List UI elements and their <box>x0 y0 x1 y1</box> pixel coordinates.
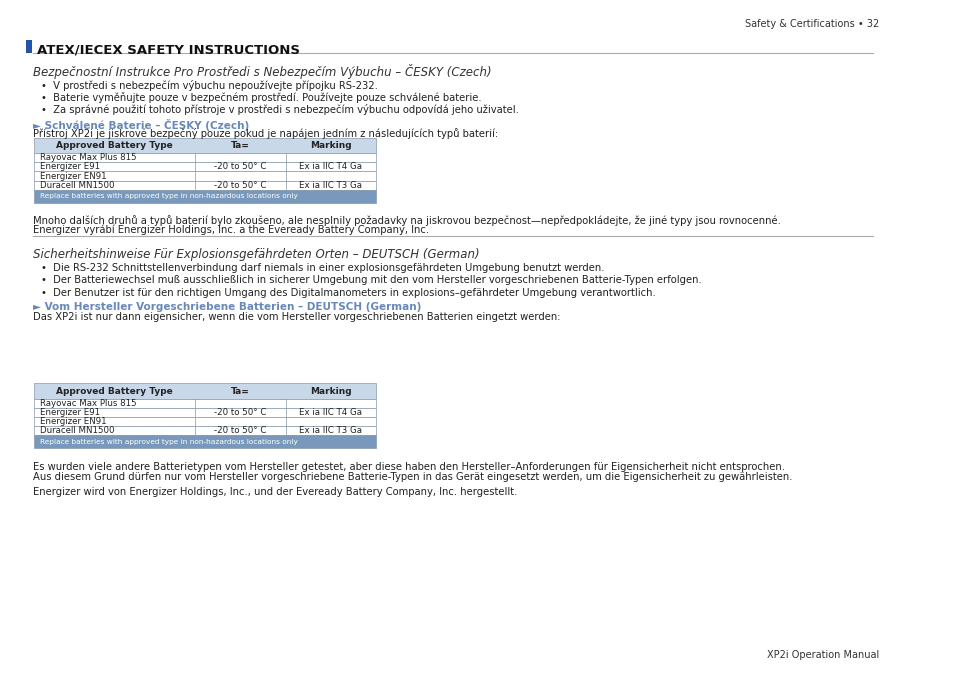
Bar <box>34 153 375 163</box>
Text: Safety & Certifications • 32: Safety & Certifications • 32 <box>744 19 879 29</box>
Bar <box>26 40 32 53</box>
Text: •  Za správné použití tohoto přístroje v prostředi s nebezpečím výbuchu odpovídá: • Za správné použití tohoto přístroje v … <box>40 104 517 115</box>
Text: Das XP2i ist nur dann eigensicher, wenn die vom Hersteller vorgeschriebenen Batt: Das XP2i ist nur dann eigensicher, wenn … <box>33 312 560 322</box>
Text: •  Die RS-232 Schnittstellenverbindung darf niemals in einer explosionsgefährdet: • Die RS-232 Schnittstellenverbindung da… <box>40 263 603 273</box>
Text: -20 to 50° C: -20 to 50° C <box>213 163 266 171</box>
Text: Energizer E91: Energizer E91 <box>40 408 100 417</box>
Text: -20 to 50° C: -20 to 50° C <box>213 427 266 435</box>
Text: Ex ia IIC T3 Ga: Ex ia IIC T3 Ga <box>299 427 362 435</box>
Text: •  Der Benutzer ist für den richtigen Umgang des Digitalmanometers in explosions: • Der Benutzer ist für den richtigen Umg… <box>40 288 655 298</box>
Text: Ex ia IIC T3 Ga: Ex ia IIC T3 Ga <box>299 181 362 190</box>
Text: Approved Battery Type: Approved Battery Type <box>56 387 172 396</box>
Text: Ta=: Ta= <box>231 141 250 150</box>
Bar <box>34 181 375 190</box>
Text: •  Baterie vyměňujte pouze v bezpečném prostředí. Používejte pouze schválené bat: • Baterie vyměňujte pouze v bezpečném pr… <box>40 92 480 103</box>
Text: Energizer EN91: Energizer EN91 <box>40 417 107 426</box>
Text: Bezpečnostní Instrukce Pro Prostředi s Nebezpečím Výbuchu – ČESKY (Czech): Bezpečnostní Instrukce Pro Prostředi s N… <box>33 64 492 79</box>
Text: Approved Battery Type: Approved Battery Type <box>56 141 172 150</box>
Text: -20 to 50° C: -20 to 50° C <box>213 181 266 190</box>
Bar <box>34 399 375 408</box>
Text: ► Vom Hersteller Vorgeschriebene Batterien – DEUTSCH (German): ► Vom Hersteller Vorgeschriebene Batteri… <box>33 302 421 313</box>
Bar <box>34 190 375 202</box>
Bar <box>34 427 375 435</box>
Text: ► Schválené Baterie – ČESKY (Czech): ► Schválené Baterie – ČESKY (Czech) <box>33 119 250 131</box>
Text: Aus diesem Grund dürfen nur vom Hersteller vorgeschriebene Batterie-Typen in das: Aus diesem Grund dürfen nur vom Herstell… <box>33 472 792 483</box>
Text: •  Der Batteriewechsel muß ausschließlich in sicherer Umgebung mit den vom Herst: • Der Batteriewechsel muß ausschließlich… <box>40 275 700 286</box>
Text: ATEX/IECEX SAFETY INSTRUCTIONS: ATEX/IECEX SAFETY INSTRUCTIONS <box>37 44 299 57</box>
Bar <box>34 171 375 181</box>
Text: Replace batteries with approved type in non-hazardous locations only: Replace batteries with approved type in … <box>40 193 297 199</box>
Text: Rayovac Max Plus 815: Rayovac Max Plus 815 <box>40 399 136 408</box>
Text: Energizer E91: Energizer E91 <box>40 163 100 171</box>
Text: Sicherheitshinweise Für Explosionsgefährdeten Orten – DEUTSCH (German): Sicherheitshinweise Für Explosionsgefähr… <box>33 248 479 261</box>
Text: Rayovac Max Plus 815: Rayovac Max Plus 815 <box>40 153 136 162</box>
Bar <box>34 138 375 153</box>
Text: Replace batteries with approved type in non-hazardous locations only: Replace batteries with approved type in … <box>40 439 297 445</box>
Bar <box>34 383 375 399</box>
Text: Energizer EN91: Energizer EN91 <box>40 171 107 180</box>
Text: Ta=: Ta= <box>231 387 250 396</box>
Text: Přístroj XP2i je jiskrové bezpečný pouze pokud je napájen jedním z následujících: Přístroj XP2i je jiskrové bezpečný pouze… <box>33 128 497 139</box>
Text: -20 to 50° C: -20 to 50° C <box>213 408 266 417</box>
Text: Ex ia IIC T4 Ga: Ex ia IIC T4 Ga <box>299 163 362 171</box>
Text: Ex ia IIC T4 Ga: Ex ia IIC T4 Ga <box>299 408 362 417</box>
Text: Duracell MN1500: Duracell MN1500 <box>40 427 114 435</box>
Text: Energizer vyrábí Energizer Holdings, Inc. a the Eveready Battery Company, Inc.: Energizer vyrábí Energizer Holdings, Inc… <box>33 225 429 236</box>
Bar <box>34 435 375 448</box>
Bar <box>34 417 375 427</box>
Text: Mnoho dalších druhů a typů baterií bylo zkoušeno, ale nesplnily požadavky na jis: Mnoho dalších druhů a typů baterií bylo … <box>33 215 781 225</box>
Text: Marking: Marking <box>310 141 352 150</box>
Text: Duracell MN1500: Duracell MN1500 <box>40 181 114 190</box>
Text: Marking: Marking <box>310 387 352 396</box>
Bar <box>34 163 375 171</box>
Bar <box>34 408 375 417</box>
Text: •  V prostředi s nebezpečím výbuchu nepoužívejte přípojku RS-232.: • V prostředi s nebezpečím výbuchu nepou… <box>40 80 377 90</box>
Text: Es wurden viele andere Batterietypen vom Hersteller getestet, aber diese haben d: Es wurden viele andere Batterietypen vom… <box>33 462 784 472</box>
Text: XP2i Operation Manual: XP2i Operation Manual <box>766 650 879 660</box>
Text: Energizer wird von Energizer Holdings, Inc., und der Eveready Battery Company, I: Energizer wird von Energizer Holdings, I… <box>33 487 517 497</box>
